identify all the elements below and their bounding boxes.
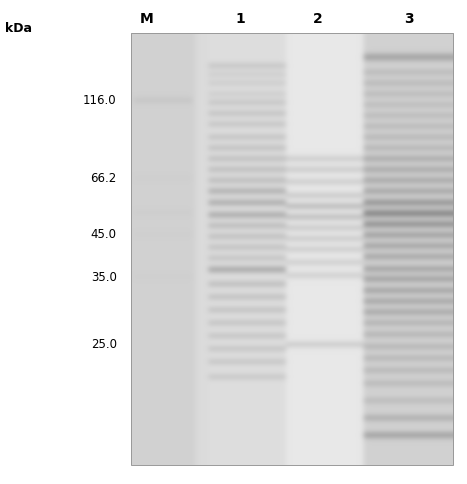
Text: kDa: kDa	[5, 22, 32, 35]
Bar	[131, 34, 453, 465]
Text: 2: 2	[313, 13, 322, 26]
Text: 45.0: 45.0	[91, 227, 117, 241]
Text: M: M	[140, 13, 154, 26]
Text: 66.2: 66.2	[91, 172, 117, 185]
Text: 3: 3	[404, 13, 413, 26]
Text: 35.0: 35.0	[91, 271, 117, 284]
Text: 1: 1	[236, 13, 245, 26]
Text: 25.0: 25.0	[91, 337, 117, 350]
Text: 116.0: 116.0	[83, 94, 117, 107]
